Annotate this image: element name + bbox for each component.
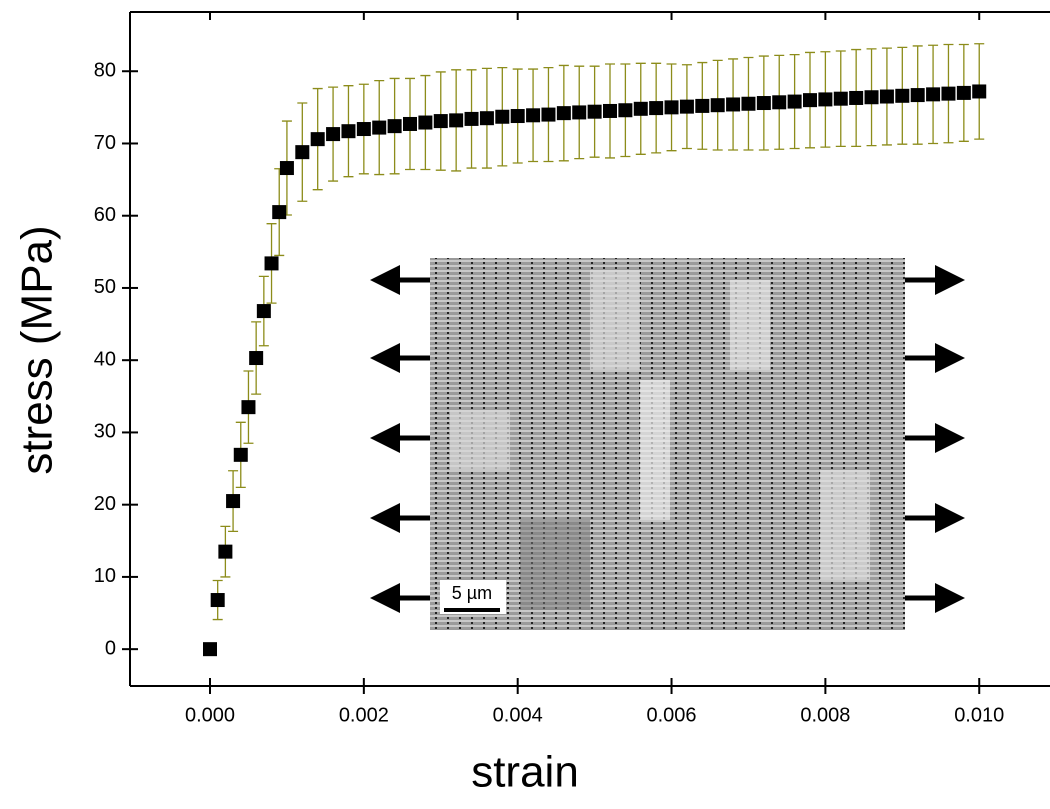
x-tick-label: 0.010 — [954, 704, 1004, 726]
marker — [495, 109, 510, 124]
marker — [418, 115, 433, 130]
marker — [541, 107, 556, 122]
marker — [649, 101, 664, 116]
marker — [479, 111, 494, 126]
marker — [326, 127, 341, 142]
y-tick-label: 10 — [94, 565, 116, 587]
y-tick-label: 50 — [94, 276, 116, 298]
marker — [272, 205, 287, 220]
inset-micrograph: 5 µm — [370, 258, 965, 630]
axes-frame — [129, 11, 1050, 687]
y-tick-label: 20 — [94, 493, 116, 515]
marker — [403, 116, 417, 131]
marker — [926, 87, 941, 102]
markers — [203, 84, 987, 657]
y-tick-label: 60 — [94, 204, 116, 226]
marker — [618, 103, 633, 118]
marker — [526, 108, 541, 123]
marker — [879, 89, 894, 104]
marker — [356, 122, 371, 137]
marker — [203, 642, 217, 657]
marker — [664, 100, 679, 115]
marker — [587, 104, 602, 119]
marker — [849, 90, 864, 105]
y-tick-label: 40 — [94, 348, 116, 370]
marker — [264, 256, 279, 271]
marker — [772, 95, 787, 110]
marker — [387, 119, 402, 134]
marker — [633, 101, 648, 116]
marker — [756, 96, 771, 111]
marker — [603, 103, 617, 118]
marker — [433, 114, 448, 129]
marker — [249, 351, 264, 366]
marker — [226, 494, 241, 509]
scale-bar-label: 5 µm — [452, 583, 492, 603]
marker — [210, 593, 225, 608]
marker — [241, 400, 256, 415]
x-tick-label: 0.006 — [647, 704, 697, 726]
marker — [310, 132, 325, 147]
x-tick-label: 0.004 — [493, 704, 543, 726]
y-tick-label: 30 — [94, 421, 116, 443]
marker — [679, 99, 694, 114]
y-tick-label: 70 — [94, 132, 116, 154]
marker — [464, 111, 479, 126]
marker — [972, 84, 987, 99]
marker — [372, 120, 387, 135]
x-axis-label: strain — [471, 748, 579, 797]
y-tick-label: 0 — [105, 637, 116, 659]
marker — [818, 92, 833, 107]
marker — [218, 544, 233, 559]
x-tick-label: 0.002 — [339, 704, 389, 726]
marker — [741, 96, 756, 111]
marker — [864, 90, 879, 105]
marker — [787, 94, 802, 109]
y-axis-label: stress (MPa) — [13, 225, 62, 474]
marker — [556, 106, 571, 121]
marker — [233, 447, 248, 462]
marker — [726, 97, 741, 112]
marker — [572, 105, 587, 120]
marker — [449, 113, 464, 128]
marker — [895, 88, 910, 103]
marker — [341, 124, 356, 139]
marker — [256, 304, 271, 319]
marker — [910, 88, 925, 103]
marker — [803, 93, 817, 108]
marker — [279, 161, 294, 176]
marker — [941, 86, 956, 101]
y-tick-label: 80 — [94, 60, 116, 82]
error-bars — [205, 43, 985, 650]
marker — [510, 109, 525, 124]
x-tick-label: 0.000 — [185, 704, 235, 726]
marker — [710, 98, 725, 113]
marker — [295, 145, 310, 160]
marker — [956, 85, 971, 100]
marker — [695, 98, 710, 113]
x-tick-label: 0.008 — [800, 704, 850, 726]
marker — [833, 91, 848, 106]
